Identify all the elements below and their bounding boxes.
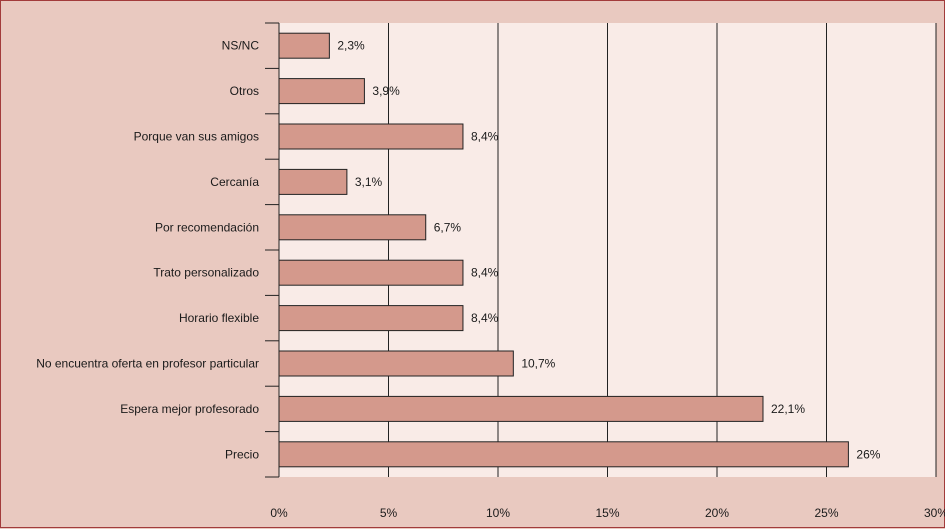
bar: [278, 32, 330, 59]
bar: [278, 350, 514, 377]
x-tick-label: 5%: [380, 506, 398, 520]
x-tick-label: 10%: [486, 506, 510, 520]
x-tick-label: 25%: [814, 506, 838, 520]
x-tick-label: 20%: [705, 506, 729, 520]
category-label: Otros: [230, 84, 259, 98]
labels: 0% 5% 10% 15% 20% 25% 30% NS/NC 2,3% Otros 3,9% Por…: [36, 39, 945, 520]
category-label: Espera mejor profesorado: [120, 402, 259, 416]
x-tick-label: 0%: [270, 506, 288, 520]
y-axis: [265, 22, 280, 478]
bar: [278, 441, 849, 468]
data-label: 22,1%: [771, 402, 805, 416]
category-label: Horario flexible: [179, 311, 259, 325]
bar: [278, 123, 464, 150]
data-label: 6,7%: [434, 220, 462, 234]
bar: [278, 395, 764, 422]
category-label: Cercanía: [210, 175, 259, 189]
category-label: Porque van sus amigos: [134, 130, 259, 144]
category-label: No encuentra oferta en profesor particul…: [36, 357, 259, 371]
category-label: Precio: [225, 447, 259, 461]
gridlines: [388, 23, 937, 477]
category-label: Trato personalizado: [153, 266, 259, 280]
bar: [278, 259, 464, 286]
data-label: 26%: [856, 447, 880, 461]
category-label: NS/NC: [222, 39, 260, 53]
data-label: 2,3%: [337, 39, 365, 53]
bar: [278, 305, 464, 332]
data-label: 8,4%: [471, 130, 499, 144]
category-label: Por recomendación: [155, 220, 259, 234]
bar: [278, 78, 365, 105]
data-label: 3,9%: [372, 84, 400, 98]
data-label: 3,1%: [355, 175, 383, 189]
bar: [278, 168, 348, 195]
data-label: 8,4%: [471, 311, 499, 325]
data-label: 8,4%: [471, 266, 499, 280]
x-tick-label: 15%: [595, 506, 619, 520]
bars: [278, 32, 849, 468]
bar: [278, 214, 427, 241]
data-label: 10,7%: [521, 357, 555, 371]
x-tick-label: 30%: [924, 506, 945, 520]
